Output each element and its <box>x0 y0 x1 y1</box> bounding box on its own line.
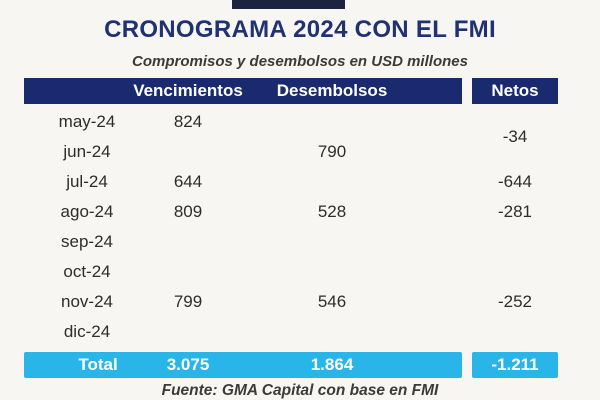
table-row: jul-24 644 <box>24 167 558 197</box>
vencimientos-value: 799 <box>173 292 203 311</box>
page-subtitle: Compromisos y desembolsos en USD millone… <box>132 53 468 70</box>
column-header-vencimientos: Vencimientos <box>133 81 243 100</box>
spacer <box>226 257 288 287</box>
month-label: oct-24 <box>63 262 111 281</box>
vencimientos-value: 644 <box>173 172 203 191</box>
spacer <box>226 197 288 227</box>
total-bar-netos <box>472 352 558 378</box>
month-label: jun-24 <box>63 142 111 161</box>
table-row: oct-24 <box>24 257 558 287</box>
source-note: Fuente: GMA Capital con base en FMI <box>161 382 439 399</box>
spacer <box>226 137 288 167</box>
desembolsos-value <box>288 227 376 257</box>
desembolsos-value: 790 <box>317 142 347 161</box>
desembolsos-value <box>288 107 376 137</box>
desembolsos-value: 528 <box>317 202 347 221</box>
month-label: may-24 <box>58 112 116 131</box>
total-bar-main <box>24 352 462 378</box>
month-label: nov-24 <box>61 292 113 311</box>
desembolsos-value: 546 <box>317 292 347 311</box>
month-label: jul-24 <box>66 172 108 191</box>
vencimientos-value <box>150 317 226 347</box>
spacer <box>226 107 288 137</box>
spacer <box>226 167 288 197</box>
table-body: may-24 824 jun-24 790 jul-24 644 ago-24 … <box>24 107 558 347</box>
netos-value: -281 <box>497 202 533 221</box>
column-header-netos: Netos <box>491 81 539 100</box>
month-label: sep-24 <box>61 232 113 251</box>
spacer <box>226 227 288 257</box>
vencimientos-value <box>150 257 226 287</box>
header-bar-netos <box>472 78 558 104</box>
spacer <box>226 287 288 317</box>
netos-value: -252 <box>497 292 533 311</box>
vencimientos-value <box>150 227 226 257</box>
desembolsos-value <box>288 167 376 197</box>
table-row: nov-24 799 546 <box>24 287 558 317</box>
total-vencimientos: 3.075 <box>166 355 210 374</box>
month-label: ago-24 <box>60 202 114 221</box>
netos-value: -34 <box>502 127 528 146</box>
total-netos: -1.211 <box>491 355 539 374</box>
top-crop-bar <box>232 0 345 9</box>
vencimientos-value: 809 <box>173 202 203 221</box>
column-header-desembolsos: Desembolsos <box>276 81 388 100</box>
spacer <box>226 317 288 347</box>
table-row: sep-24 <box>24 227 558 257</box>
desembolsos-value <box>288 257 376 287</box>
table-row: ago-24 809 528 <box>24 197 558 227</box>
table-row: jun-24 790 <box>24 137 558 167</box>
header-bar-main <box>24 78 462 104</box>
netos-value: -644 <box>497 172 533 191</box>
desembolsos-value <box>288 317 376 347</box>
table-row: may-24 824 <box>24 107 558 137</box>
vencimientos-value <box>150 137 226 167</box>
total-label: Total <box>78 355 118 374</box>
total-desembolsos: 1.864 <box>310 355 354 374</box>
table-row: dic-24 <box>24 317 558 347</box>
page-title: CRONOGRAMA 2024 CON EL FMI <box>104 16 496 43</box>
month-label: dic-24 <box>63 322 111 341</box>
vencimientos-value: 824 <box>173 112 203 131</box>
